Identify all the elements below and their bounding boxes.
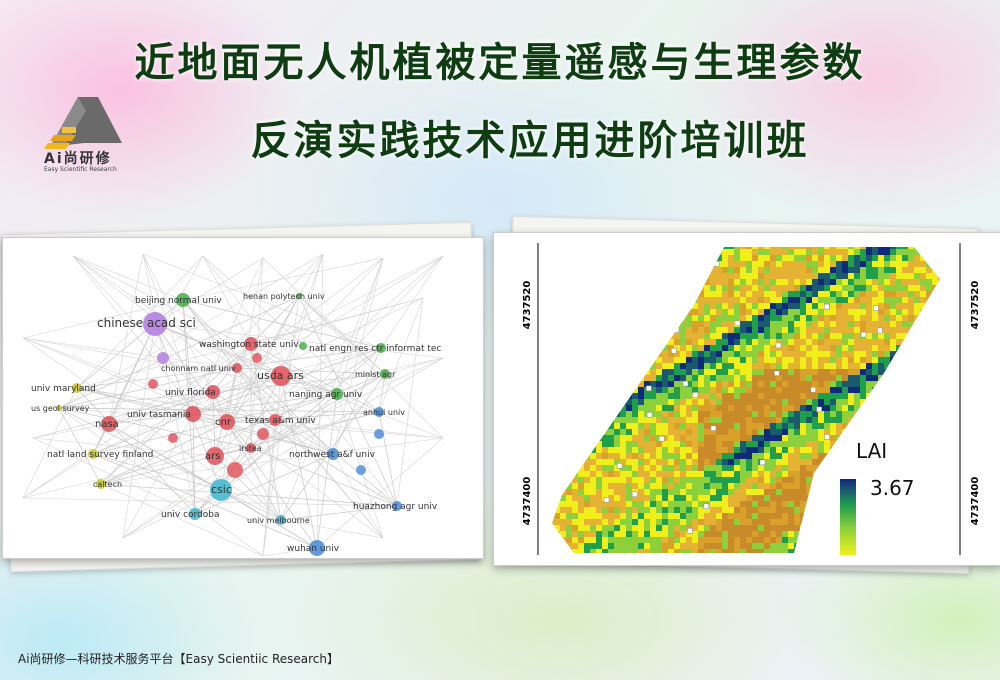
network-node-label: huazhong agr univ <box>353 502 438 512</box>
legend-max-label: 3.67 <box>870 476 915 500</box>
network-node-label: wuhan univ <box>287 544 340 554</box>
network-node <box>176 293 190 307</box>
network-minor-node <box>356 465 366 475</box>
network-node-label: univ tasmania <box>127 410 191 420</box>
network-node <box>246 443 256 453</box>
lai-map: 4737520 4737400 4737520 4737400 LAI 3.67 <box>522 243 981 555</box>
network-node <box>232 363 242 373</box>
network-node <box>101 416 117 432</box>
network-node <box>309 540 325 556</box>
network-minor-node <box>257 428 269 440</box>
network-minor-node <box>252 353 262 363</box>
network-node-label: cnr <box>215 417 232 428</box>
network-node <box>331 388 343 400</box>
logo-name: Ai尚研修 <box>44 151 112 167</box>
network-edges <box>22 253 444 557</box>
network-node-label: minist agr <box>355 370 396 379</box>
network-node <box>96 479 106 489</box>
network-node-label: univ florida <box>165 388 216 398</box>
network-node-label: beijing normal univ <box>135 296 222 306</box>
page-title-line2: 反演实践技术应用进阶培训班 <box>250 118 810 164</box>
network-node <box>374 407 384 417</box>
network-node-label: csic <box>211 483 232 496</box>
network-node-label: texas a&m univ <box>245 416 316 426</box>
legend-colorbar <box>840 479 856 555</box>
network-node <box>380 369 390 379</box>
page-title-line1: 近地面无人机植被定量遥感与生理参数 <box>134 40 866 86</box>
network-node <box>88 449 98 459</box>
network-node-label: irstea <box>239 444 262 453</box>
y-tick-top-left: 4737520 <box>522 281 533 330</box>
house-triangle-logo-icon <box>44 97 122 149</box>
network-node-label: usda ars <box>257 369 304 382</box>
network-node <box>327 448 339 460</box>
lai-map-panel: 4737520 4737400 4737520 4737400 LAI 3.67 <box>493 232 1000 566</box>
network-minor-node <box>227 462 243 478</box>
network-node-label: univ cordoba <box>161 510 220 520</box>
network-node <box>219 414 235 430</box>
legend-title: LAI <box>856 439 887 463</box>
network-node-label: univ maryland <box>31 384 96 394</box>
network-node <box>185 406 201 422</box>
network-minor-node <box>299 342 307 350</box>
network-node-label: univ melbourne <box>247 516 310 525</box>
network-node-label: henan polytech univ <box>243 292 325 301</box>
network-node-label: anhui univ <box>363 408 405 417</box>
network-node <box>72 383 82 393</box>
network-minor-node <box>374 429 384 439</box>
y-tick-top-right: 4737520 <box>970 281 981 330</box>
network-node <box>269 414 281 426</box>
network-node <box>271 366 291 386</box>
network-node <box>56 405 62 411</box>
network-node <box>210 479 232 501</box>
network-node <box>296 293 302 299</box>
network-node-label: washington state univ <box>199 340 299 350</box>
network-node <box>189 508 201 520</box>
network-node-label: chonnam natl univ <box>161 364 236 373</box>
network-node-label: us geol survey <box>31 404 90 413</box>
network-node-label: natl engn res ctr informat tec <box>309 344 441 354</box>
network-node-label: caltech <box>93 480 122 489</box>
network-minor-node <box>168 433 178 443</box>
network-node <box>244 337 258 351</box>
network-node-label: natl land survey finland <box>47 450 153 460</box>
network-node-label: nanjing agr univ <box>289 390 363 400</box>
network-node <box>376 343 386 353</box>
network-minor-node <box>148 379 158 389</box>
footer-text: Ai尚研修—科研技术服务平台【Easy Scientiic Research】 <box>18 652 340 666</box>
network-node-label: chinese acad sci <box>97 316 196 330</box>
network-node <box>276 515 286 525</box>
network-node <box>206 447 224 465</box>
logo-subtitle: Easy Scientific Research <box>44 166 117 173</box>
network-node-label: nasa <box>95 419 119 430</box>
network-node-label: northwest a&f univ <box>289 450 376 460</box>
coauthor-network-panel: beijing normal univ henan polytech univ ch… <box>2 237 484 559</box>
coauthor-network-graph: beijing normal univ henan polytech univ ch… <box>22 253 444 557</box>
network-minor-node <box>157 352 169 364</box>
y-tick-bottom-left: 4737400 <box>522 477 533 526</box>
network-node <box>143 312 167 336</box>
network-node-label: ars <box>205 451 220 462</box>
y-tick-bottom-right: 4737400 <box>970 477 981 526</box>
lai-field-raster <box>552 247 940 553</box>
network-node <box>392 501 402 511</box>
network-node <box>206 385 220 399</box>
